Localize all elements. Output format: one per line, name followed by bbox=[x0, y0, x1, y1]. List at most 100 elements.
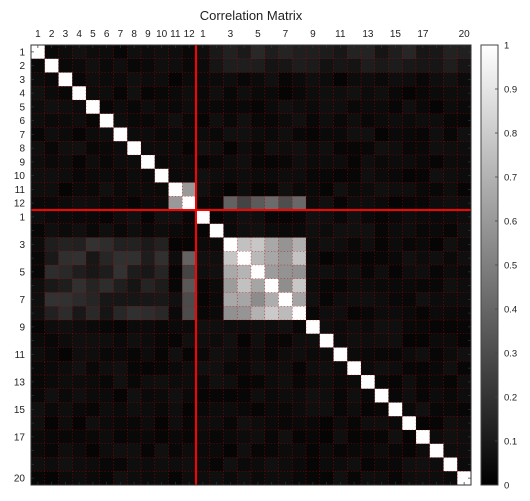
heatmap-cell bbox=[127, 306, 142, 321]
heatmap-cell bbox=[443, 237, 458, 252]
heatmap-cell bbox=[319, 265, 334, 280]
heatmap-cell bbox=[154, 251, 169, 266]
heatmap-cell bbox=[306, 402, 321, 417]
heatmap-cell bbox=[278, 388, 293, 403]
heatmap-cell bbox=[182, 251, 197, 266]
heatmap-cell bbox=[292, 210, 307, 225]
heatmap-cell bbox=[182, 320, 197, 335]
heatmap-cell bbox=[99, 320, 114, 335]
heatmap-cell bbox=[141, 58, 156, 73]
heatmap-cell bbox=[31, 182, 46, 197]
heatmap-cell bbox=[333, 182, 348, 197]
heatmap-cell bbox=[237, 141, 252, 156]
heatmap-cell bbox=[402, 237, 417, 252]
heatmap-cell bbox=[127, 443, 142, 458]
heatmap-cell bbox=[347, 223, 362, 238]
heatmap-cell bbox=[237, 223, 252, 238]
heatmap-cell bbox=[251, 375, 266, 390]
heatmap-cell bbox=[361, 237, 376, 252]
heatmap-cell bbox=[209, 168, 224, 183]
heatmap-cell bbox=[402, 361, 417, 376]
heatmap-cell bbox=[58, 375, 73, 390]
heatmap-cell bbox=[141, 72, 156, 87]
heatmap-cell bbox=[443, 141, 458, 156]
heatmap-cell bbox=[44, 361, 59, 376]
heatmap-cell bbox=[333, 127, 348, 142]
left-tick-label: 10 bbox=[14, 171, 26, 182]
colorbar-tick-label: 0.3 bbox=[504, 349, 517, 360]
heatmap-cell bbox=[306, 223, 321, 238]
heatmap-cell bbox=[72, 72, 87, 87]
heatmap-cell bbox=[209, 320, 224, 335]
heatmap-cell bbox=[223, 182, 238, 197]
heatmap-cell bbox=[264, 196, 279, 211]
heatmap-cell bbox=[251, 72, 266, 87]
heatmap-cell bbox=[361, 210, 376, 225]
heatmap-cell bbox=[223, 237, 238, 252]
heatmap-cell bbox=[347, 320, 362, 335]
heatmap-cell bbox=[319, 237, 334, 252]
heatmap-cell bbox=[333, 416, 348, 431]
heatmap-cell bbox=[416, 347, 431, 362]
heatmap-cell bbox=[209, 333, 224, 348]
heatmap-cell bbox=[154, 182, 169, 197]
heatmap-cell bbox=[223, 155, 238, 170]
heatmap-cell bbox=[416, 278, 431, 293]
heatmap-cell bbox=[374, 292, 389, 307]
heatmap-cell bbox=[44, 100, 59, 115]
heatmap-cell bbox=[72, 155, 87, 170]
heatmap-cell bbox=[182, 457, 197, 472]
heatmap-cell bbox=[127, 347, 142, 362]
heatmap-cell bbox=[251, 210, 266, 225]
heatmap-cell bbox=[154, 306, 169, 321]
heatmap-cell bbox=[196, 265, 211, 280]
heatmap-cell bbox=[402, 292, 417, 307]
heatmap-cell bbox=[44, 72, 59, 87]
heatmap-cell bbox=[347, 237, 362, 252]
heatmap-cell bbox=[72, 237, 87, 252]
heatmap-cell bbox=[86, 292, 101, 307]
heatmap-cell bbox=[31, 306, 46, 321]
heatmap-cell bbox=[374, 402, 389, 417]
heatmap-cell bbox=[457, 168, 472, 183]
left-tick-label: 1 bbox=[19, 212, 25, 223]
heatmap-cell bbox=[168, 45, 183, 60]
heatmap-cell bbox=[264, 58, 279, 73]
heatmap-cell bbox=[402, 457, 417, 472]
heatmap-cell bbox=[333, 141, 348, 156]
heatmap-cell bbox=[86, 223, 101, 238]
heatmap-cell bbox=[86, 443, 101, 458]
heatmap-cell bbox=[99, 72, 114, 87]
heatmap-cell bbox=[86, 402, 101, 417]
heatmap-cell bbox=[154, 210, 169, 225]
heatmap-cell bbox=[319, 347, 334, 362]
heatmap-cell bbox=[182, 430, 197, 445]
heatmap-cell bbox=[182, 443, 197, 458]
heatmap-cell bbox=[278, 45, 293, 60]
heatmap-cell bbox=[223, 210, 238, 225]
heatmap-cell bbox=[113, 347, 128, 362]
heatmap-cell bbox=[113, 45, 128, 60]
heatmap-cell bbox=[196, 375, 211, 390]
heatmap-cell bbox=[99, 100, 114, 115]
heatmap-cell bbox=[44, 45, 59, 60]
heatmap-cell bbox=[237, 443, 252, 458]
heatmap-cell bbox=[113, 265, 128, 280]
heatmap-cell bbox=[99, 306, 114, 321]
heatmap-cell bbox=[196, 237, 211, 252]
heatmap-cell bbox=[31, 375, 46, 390]
heatmap-cell bbox=[182, 113, 197, 128]
heatmap-cell bbox=[264, 375, 279, 390]
heatmap-cell bbox=[237, 127, 252, 142]
heatmap-cell bbox=[31, 471, 46, 486]
heatmap-cell bbox=[361, 72, 376, 87]
heatmap-cell bbox=[402, 471, 417, 486]
heatmap-cell bbox=[333, 388, 348, 403]
heatmap-cell bbox=[141, 292, 156, 307]
heatmap-cell bbox=[44, 223, 59, 238]
heatmap-cell bbox=[237, 113, 252, 128]
heatmap-cell bbox=[168, 168, 183, 183]
heatmap-cell bbox=[196, 306, 211, 321]
heatmap-cell bbox=[209, 155, 224, 170]
heatmap-cell bbox=[429, 168, 444, 183]
